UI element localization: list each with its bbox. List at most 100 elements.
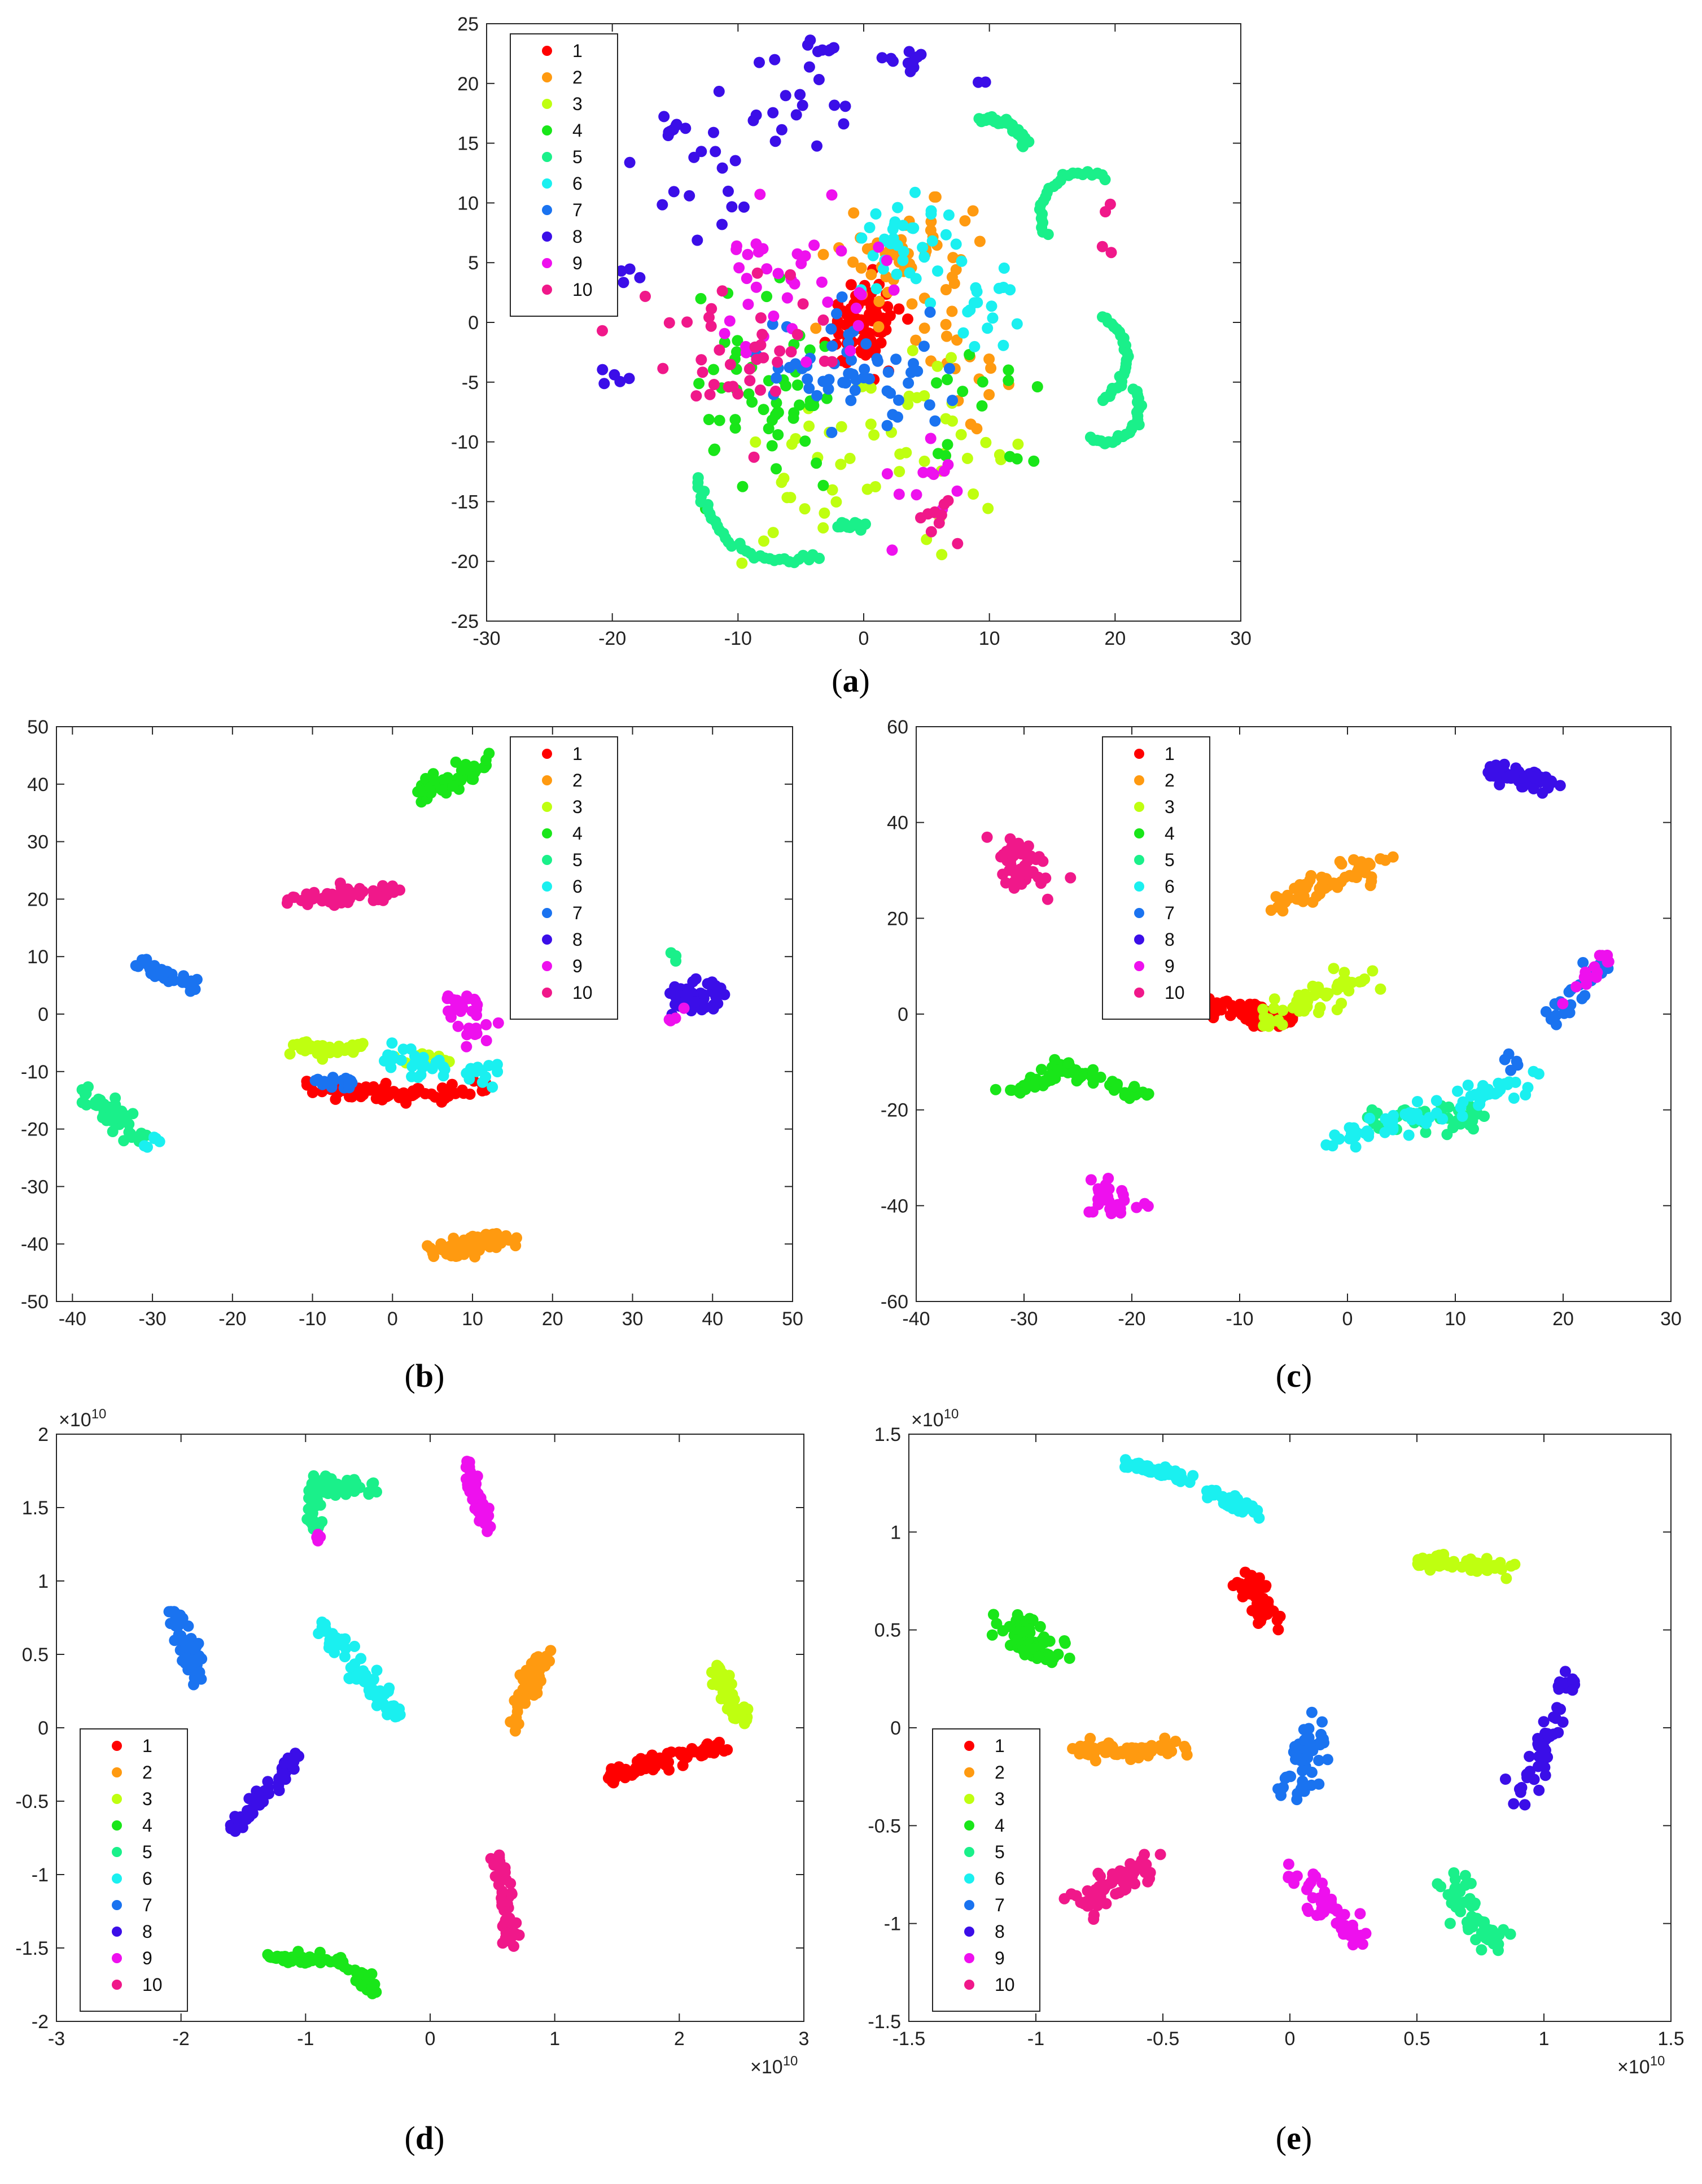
scatter-point (356, 1980, 367, 1992)
scatter-point (873, 241, 885, 253)
scatter-point (826, 484, 838, 496)
scatter-point (942, 374, 953, 386)
scatter-point (865, 382, 877, 394)
scatter-point (1087, 1064, 1099, 1076)
scatter-point (1336, 998, 1347, 1009)
scatter-point (1058, 1635, 1070, 1646)
scatter-point (780, 90, 791, 102)
scatter-point (1465, 1565, 1477, 1576)
scatter-point (1336, 858, 1347, 870)
scatter-point (932, 265, 943, 277)
scatter-point (1456, 1110, 1468, 1122)
scatter-point (924, 399, 935, 411)
legend-entry-6: 6 (142, 1868, 152, 1889)
series-6 (138, 1037, 504, 1153)
legend-entry-10: 10 (1165, 982, 1185, 1003)
scatter-point (693, 378, 705, 390)
scatter-point (663, 1756, 675, 1768)
scatter-point (97, 1112, 108, 1124)
scatter-point (1461, 1878, 1473, 1890)
scatter-point (742, 248, 754, 260)
legend-marker-2 (964, 1767, 974, 1777)
legend-entry-10: 10 (572, 279, 593, 300)
scatter-point (790, 109, 802, 121)
scatter-point (982, 322, 994, 334)
scatter-point (314, 1957, 326, 1968)
scatter-point (1539, 1770, 1551, 1781)
scatter-point (1528, 783, 1539, 794)
scatter-point (811, 457, 822, 469)
scatter-point (981, 831, 993, 843)
scatter-point (463, 1456, 475, 1468)
scatter-point (126, 1132, 138, 1143)
x-tick-label: 0.5 (1403, 2028, 1430, 2050)
scatter-point (1224, 1010, 1236, 1021)
scatter-point (813, 552, 825, 564)
scatter-point (940, 318, 952, 330)
scatter-point (906, 298, 918, 310)
scatter-point (772, 356, 784, 368)
scatter-point (327, 1076, 339, 1088)
x-tick-label: 0 (1342, 1308, 1353, 1330)
scatter-point (751, 353, 763, 365)
y-tick-label: 10 (457, 193, 479, 214)
scatter-point (657, 199, 668, 211)
scatter-point (279, 1951, 291, 1962)
scatter-point (1476, 1944, 1487, 1956)
scatter-point (1257, 1003, 1269, 1015)
scatter-point (848, 207, 860, 219)
scatter-point (769, 54, 781, 65)
scatter-point (177, 1635, 189, 1646)
scatter-point (448, 994, 460, 1006)
scatter-point (767, 107, 779, 119)
scatter-point (844, 452, 856, 464)
scatter-point (1235, 1578, 1246, 1590)
legend-marker-4 (542, 125, 552, 136)
scatter-point (1283, 1858, 1294, 1870)
scatter-point (487, 1081, 498, 1093)
series-10 (981, 831, 1077, 905)
legend-entry-1: 1 (995, 1736, 1005, 1756)
scatter-point (947, 252, 959, 264)
scatter-point (1101, 1183, 1113, 1195)
scatter-point (729, 155, 741, 167)
scatter-point (1067, 1742, 1079, 1754)
scatter-point (366, 1478, 378, 1490)
scatter-point (817, 522, 829, 534)
scatter-point (985, 362, 997, 374)
scatter-point (795, 257, 807, 269)
scatter-point (925, 297, 937, 309)
scatter-point (713, 85, 725, 97)
scatter-point (1554, 780, 1566, 792)
scatter-point (311, 1478, 323, 1490)
x-tick-label: 50 (782, 1308, 803, 1330)
scatter-point (870, 208, 882, 220)
legend-marker-3 (964, 1794, 974, 1804)
scatter-point (1030, 854, 1042, 866)
scatter-point (692, 234, 703, 246)
x-axis-exponent: ×1010 (750, 2054, 798, 2078)
legend-marker-6 (112, 1873, 122, 1884)
scatter-point (854, 287, 865, 299)
x-tick-label: -1.5 (892, 2028, 926, 2050)
scatter-point (1577, 956, 1589, 968)
scatter-point (1349, 1130, 1361, 1142)
scatter-point (1289, 1741, 1301, 1753)
scatter-point (442, 772, 454, 784)
scatter-point (476, 1065, 488, 1077)
scatter-point (476, 1500, 488, 1512)
scatter-point (1014, 1087, 1026, 1099)
y-tick-label: -60 (881, 1291, 908, 1313)
scatter-point (1295, 892, 1307, 903)
scatter-point (363, 1488, 375, 1500)
scatter-point (1044, 1635, 1056, 1647)
scatter-point (721, 1744, 733, 1755)
legend-marker-5 (1134, 855, 1144, 865)
scatter-point (716, 162, 728, 174)
legend-marker-4 (112, 1820, 122, 1831)
scatter-point (835, 421, 847, 433)
scatter-point (307, 1086, 318, 1098)
legend-entry-8: 8 (1165, 929, 1175, 950)
scatter-point (1494, 1557, 1506, 1569)
scatter-point (724, 359, 736, 370)
